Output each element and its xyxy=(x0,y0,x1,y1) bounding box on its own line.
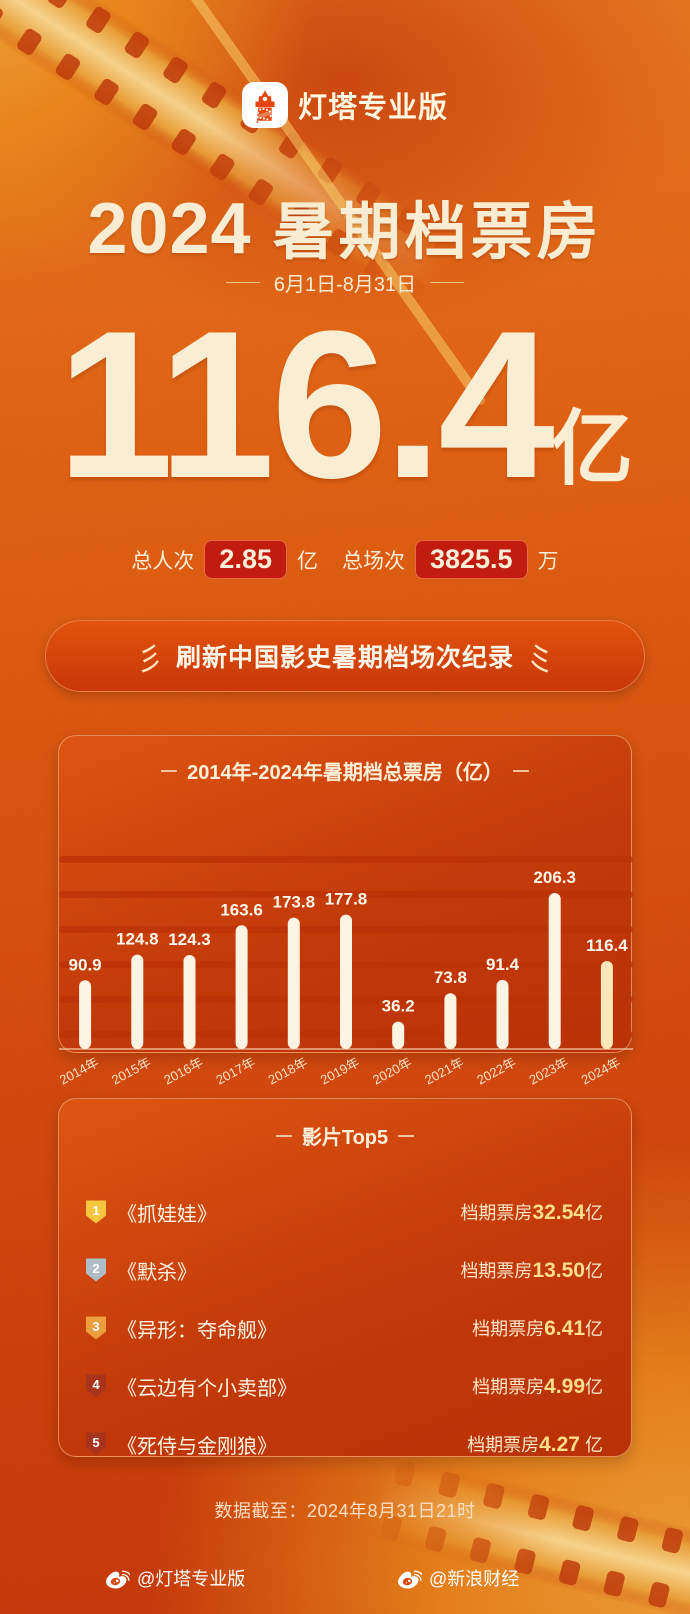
svg-text:1: 1 xyxy=(92,1203,99,1218)
svg-text:73.8: 73.8 xyxy=(434,968,467,987)
svg-text:2019年: 2019年 xyxy=(318,1055,362,1088)
svg-text:2015年: 2015年 xyxy=(109,1055,153,1088)
svg-text:173.8: 173.8 xyxy=(273,893,316,912)
svg-text:3: 3 xyxy=(92,1319,99,1334)
svg-text:36.2: 36.2 xyxy=(382,997,415,1016)
svg-text:5: 5 xyxy=(92,1435,99,1450)
svg-text:2024年: 2024年 xyxy=(579,1055,623,1088)
svg-text:2014年: 2014年 xyxy=(59,1055,101,1088)
svg-text:177.8: 177.8 xyxy=(325,890,368,909)
svg-text:2023年: 2023年 xyxy=(527,1055,571,1088)
svg-text:2: 2 xyxy=(92,1261,99,1276)
svg-text:4: 4 xyxy=(92,1377,100,1392)
svg-text:2020年: 2020年 xyxy=(370,1055,414,1088)
svg-text:2021年: 2021年 xyxy=(422,1055,466,1088)
svg-text:124.8: 124.8 xyxy=(116,930,159,949)
svg-text:2018年: 2018年 xyxy=(266,1055,310,1088)
svg-text:2016年: 2016年 xyxy=(161,1055,205,1088)
svg-text:124.3: 124.3 xyxy=(168,930,211,949)
svg-text:116.4: 116.4 xyxy=(586,936,628,955)
svg-text:163.6: 163.6 xyxy=(220,900,263,919)
svg-text:90.9: 90.9 xyxy=(69,955,102,974)
svg-text:2017年: 2017年 xyxy=(213,1055,257,1088)
svg-text:2022年: 2022年 xyxy=(474,1055,518,1088)
svg-text:206.3: 206.3 xyxy=(533,868,576,887)
svg-text:91.4: 91.4 xyxy=(486,955,520,974)
